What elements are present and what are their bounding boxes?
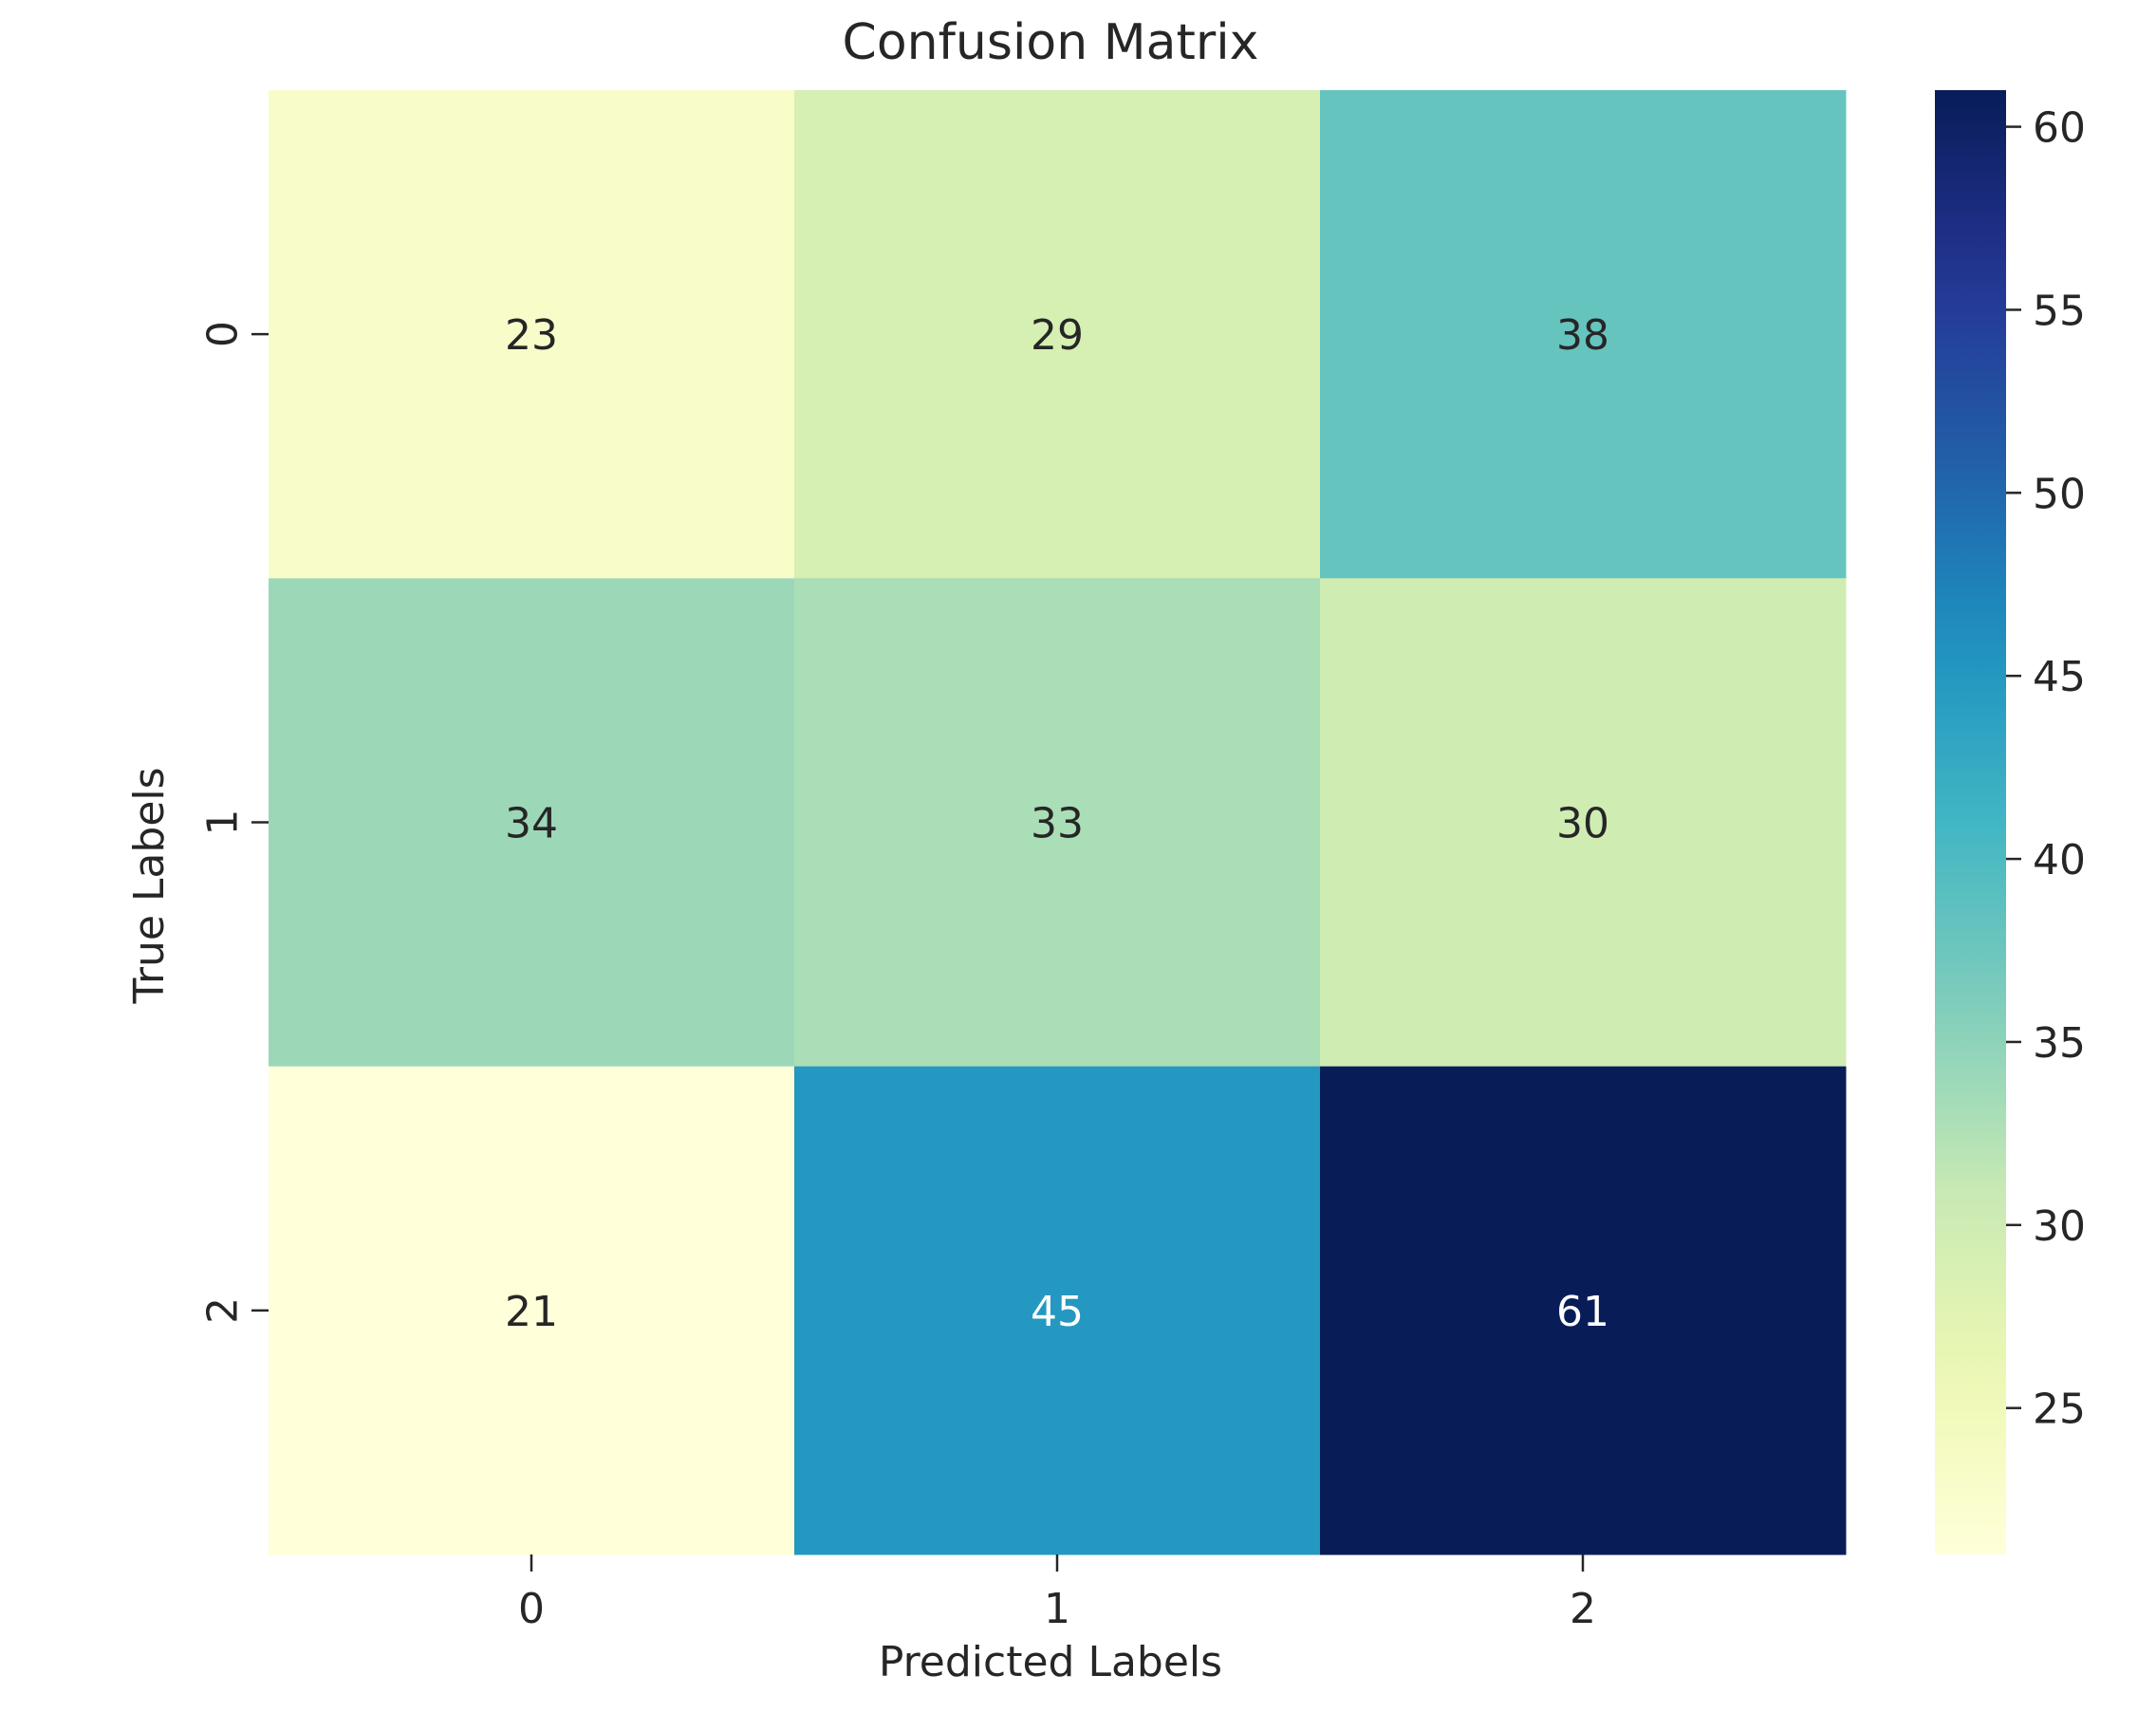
cell-annotations: 23 29 38 34 33 30 21 45 61 xyxy=(505,311,1609,1336)
colorbar-tick-label-3: 40 xyxy=(2033,836,2086,884)
heatmap-cell-0-0 xyxy=(269,90,795,579)
colorbar: 25 30 35 40 45 50 55 60 xyxy=(1935,90,2086,1554)
y-axis-label: True Labels xyxy=(125,767,174,1004)
colorbar-tick-label-4: 45 xyxy=(2033,653,2086,701)
x-axis: 0 1 2 xyxy=(518,1554,1596,1633)
heatmap-cell-0-2 xyxy=(1320,90,1847,579)
colorbar-tick-label-1: 30 xyxy=(2033,1202,2086,1251)
cell-annotation-2-2: 61 xyxy=(1556,1288,1609,1336)
colorbar-tick-label-7: 60 xyxy=(2033,104,2086,153)
heatmap-cell-0-1 xyxy=(794,90,1321,579)
colorbar-ticks: 25 30 35 40 45 50 55 60 xyxy=(2006,104,2086,1434)
y-tick-label-0: 0 xyxy=(199,321,248,347)
cell-annotation-0-1: 29 xyxy=(1031,311,1084,360)
cell-annotation-2-0: 21 xyxy=(505,1288,558,1336)
chart-title: Confusion Matrix xyxy=(843,14,1259,71)
colorbar-tick-label-6: 55 xyxy=(2033,287,2086,335)
colorbar-tick-label-5: 50 xyxy=(2033,470,2086,518)
x-tick-label-2: 2 xyxy=(1570,1585,1596,1633)
colorbar-tick-label-2: 35 xyxy=(2033,1019,2086,1068)
heatmap-cell-2-2 xyxy=(1320,1066,1847,1555)
x-tick-label-0: 0 xyxy=(518,1585,545,1633)
colorbar-gradient xyxy=(1935,90,2006,1554)
x-tick-label-1: 1 xyxy=(1044,1585,1070,1633)
cell-annotation-2-1: 45 xyxy=(1031,1288,1084,1336)
heatmap-cells xyxy=(269,90,1847,1555)
heatmap-cell-1-1 xyxy=(794,578,1321,1068)
colorbar-tick-label-0: 25 xyxy=(2033,1386,2086,1434)
cell-annotation-0-2: 38 xyxy=(1556,311,1609,360)
cell-annotation-1-1: 33 xyxy=(1031,800,1084,848)
y-tick-label-1: 1 xyxy=(199,809,248,836)
cell-annotation-1-2: 30 xyxy=(1556,800,1609,848)
cell-annotation-0-0: 23 xyxy=(505,311,558,360)
y-axis: 0 1 2 xyxy=(199,321,269,1324)
y-tick-label-2: 2 xyxy=(199,1297,248,1324)
x-axis-label: Predicted Labels xyxy=(879,1638,1222,1686)
cell-annotation-1-0: 34 xyxy=(505,800,558,848)
heatmap-cell-2-1 xyxy=(794,1066,1321,1555)
heatmap-cell-2-0 xyxy=(269,1066,795,1555)
heatmap-cell-1-0 xyxy=(269,578,795,1068)
heatmap-cell-1-2 xyxy=(1320,578,1847,1068)
